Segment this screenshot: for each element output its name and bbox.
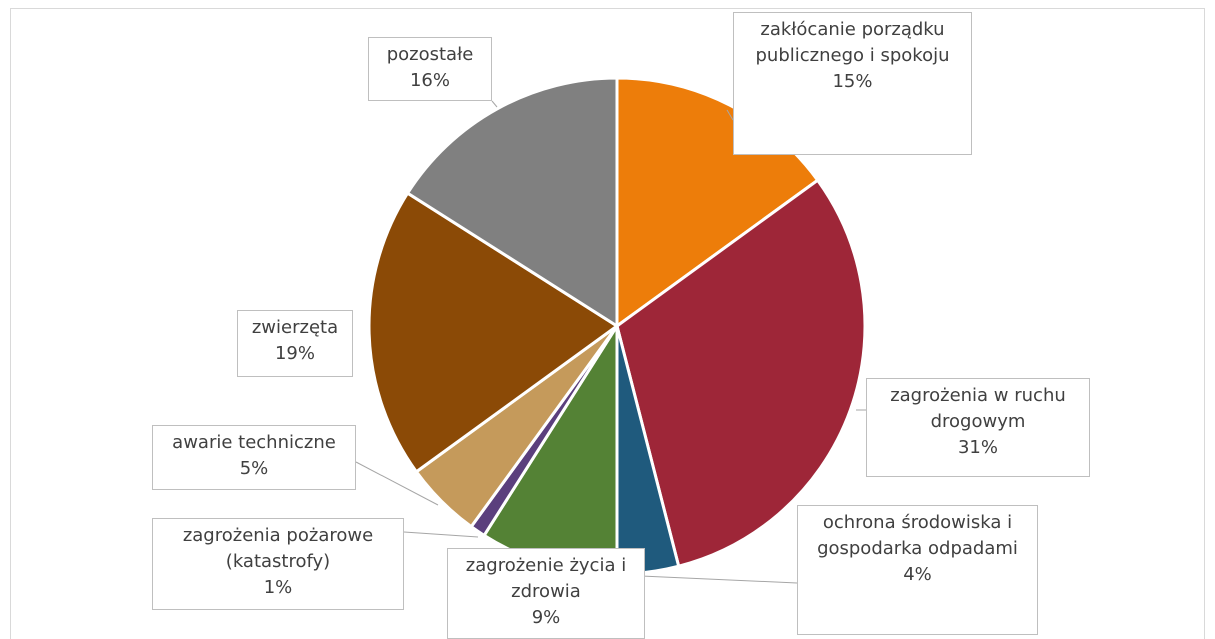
label-value: 4% (903, 564, 932, 585)
leader-line (640, 575, 798, 584)
label-name: zagrożenie życia i zdrowia (465, 555, 627, 602)
leader-line (491, 100, 498, 108)
label-name: zagrożenia w ruchu drogowym (890, 385, 1066, 432)
data-label: awarie techniczne 5% (152, 425, 356, 490)
label-name: zwierzęta (251, 317, 339, 338)
label-value: 1% (263, 577, 293, 598)
data-label: zwierzęta 19% (237, 310, 353, 377)
data-label: zakłócanie porządku publicznego i spokoj… (733, 12, 972, 155)
pie-slice (615, 178, 867, 569)
label-name: pozostałe (386, 44, 474, 65)
pie-slice (367, 191, 620, 474)
label-value: 15% (832, 71, 873, 92)
data-label: pozostałe 16% (368, 37, 492, 101)
data-label: zagrożenia pożarowe (katastrofy) 1% (152, 518, 404, 610)
leader-line (403, 531, 479, 538)
label-name: ochrona środowiska i gospodarka odpadami (817, 512, 1018, 559)
data-label: zagrożenie życia i zdrowia 9% (447, 548, 645, 639)
label-value: 19% (274, 343, 315, 364)
label-name: zagrożenia pożarowe (katastrofy) (182, 525, 374, 572)
leader-line (355, 461, 439, 506)
leader-line (726, 109, 734, 121)
label-name: zakłócanie porządku publicznego i spokoj… (755, 19, 950, 66)
data-label: ochrona środowiska i gospodarka odpadami… (797, 505, 1038, 635)
pie-slice (405, 76, 619, 329)
data-label: zagrożenia w ruchu drogowym 31% (866, 378, 1090, 477)
label-value: 9% (531, 607, 561, 628)
label-name: awarie techniczne (172, 432, 336, 453)
label-value: 31% (957, 437, 998, 458)
label-value: 16% (409, 70, 450, 91)
label-value: 5% (239, 458, 269, 479)
